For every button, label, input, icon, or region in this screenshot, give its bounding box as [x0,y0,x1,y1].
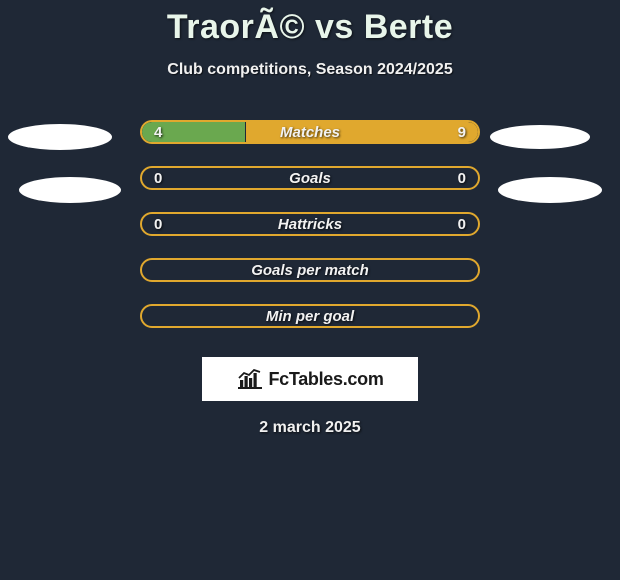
subtitle: Club competitions, Season 2024/2025 [0,61,620,79]
watermark-chart-icon [236,368,264,390]
metric-label: Min per goal [142,308,478,325]
metric-bar: 0Hattricks0 [140,212,480,236]
metric-bar: 0Goals0 [140,166,480,190]
page-title: TraorÃ© vs Berte [0,0,620,47]
decorative-ellipse [498,177,602,203]
watermark-text: FcTables.com [268,369,383,390]
metric-row: Min per goal [0,293,620,339]
metric-label: Matches [142,124,478,141]
decorative-ellipse [490,125,590,149]
decorative-ellipse [8,124,112,150]
metric-label: Goals [142,170,478,187]
date-label: 2 march 2025 [0,419,620,437]
metric-row: Goals per match [0,247,620,293]
metric-right-value: 0 [458,170,466,187]
metric-right-value: 0 [458,216,466,233]
decorative-ellipse [19,177,121,203]
metric-label: Goals per match [142,262,478,279]
metric-label: Hattricks [142,216,478,233]
metric-bar: Min per goal [140,304,480,328]
metric-bar: 4Matches9 [140,120,480,144]
metric-row: 0Hattricks0 [0,201,620,247]
metric-right-value: 9 [458,124,466,141]
metric-bar: Goals per match [140,258,480,282]
watermark: FcTables.com [202,357,418,401]
